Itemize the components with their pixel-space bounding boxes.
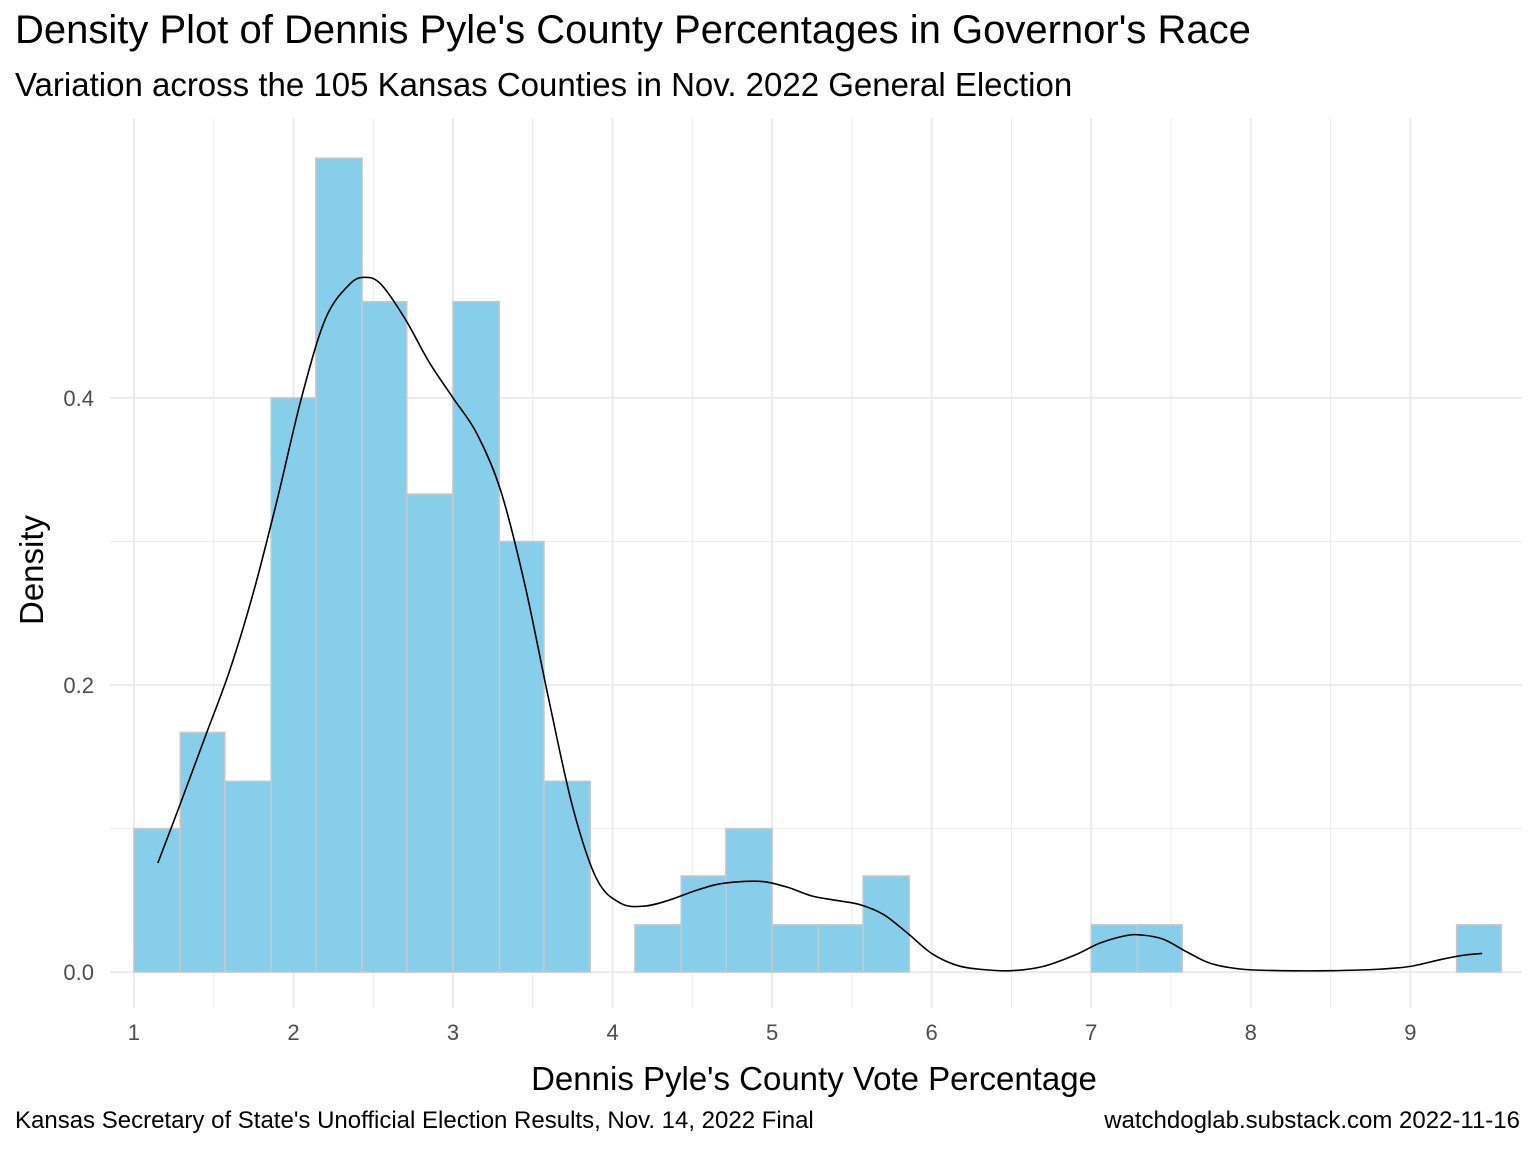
chart-subtitle: Variation across the 105 Kansas Counties…	[15, 66, 1073, 103]
histogram-bar	[361, 300, 408, 973]
x-axis-title: Dennis Pyle's County Vote Percentage	[531, 1060, 1097, 1097]
x-tick-label: 4	[606, 1020, 618, 1045]
density-curve	[157, 276, 1483, 972]
histogram-bar	[817, 923, 864, 973]
histogram-bar	[725, 827, 773, 973]
chart-title: Density Plot of Dennis Pyle's County Per…	[15, 8, 1251, 52]
source-caption: Kansas Secretary of State's Unofficial E…	[15, 1107, 814, 1134]
x-tick-label: 2	[287, 1020, 299, 1045]
y-tick-label: 0.4	[63, 386, 94, 411]
y-tick-label: 0.2	[63, 673, 94, 698]
y-axis-title: Density	[13, 514, 50, 625]
density-histogram-chart: 1 2 3 4 5 6 7 8 9 0.0 0.2 0.4 Dennis Pyle's County…	[13, 118, 1522, 1097]
x-tick-label: 3	[447, 1020, 459, 1045]
histogram-bar	[1455, 923, 1503, 973]
histogram-bar	[862, 875, 911, 973]
histogram-bar	[1136, 923, 1183, 973]
credit-caption: watchdoglab.substack.com 2022-11-16	[1104, 1107, 1520, 1134]
x-tick-label: 7	[1085, 1020, 1097, 1045]
histogram-bars	[133, 157, 1503, 973]
histogram-bar	[452, 300, 501, 973]
histogram-bar	[315, 157, 363, 973]
histogram-bar	[498, 540, 545, 973]
histogram-bar	[224, 780, 272, 973]
x-tick-label: 8	[1245, 1020, 1257, 1045]
x-axis-ticks: 1 2 3 4 5 6 7 8 9	[128, 1020, 1417, 1045]
histogram-bar	[270, 397, 317, 973]
histogram-bar	[543, 780, 591, 973]
x-tick-label: 1	[128, 1020, 140, 1045]
histogram-bar	[179, 731, 226, 973]
x-tick-label: 9	[1404, 1020, 1416, 1045]
histogram-bar	[133, 827, 181, 973]
histogram-bar	[680, 875, 727, 973]
histogram-bar	[771, 923, 820, 973]
y-axis-ticks: 0.0 0.2 0.4	[63, 386, 94, 985]
histogram-bar	[406, 493, 454, 973]
histogram-bar	[1090, 923, 1139, 973]
x-tick-label: 5	[766, 1020, 778, 1045]
y-tick-label: 0.0	[63, 960, 94, 985]
histogram-bar	[634, 923, 682, 973]
x-tick-label: 6	[926, 1020, 938, 1045]
